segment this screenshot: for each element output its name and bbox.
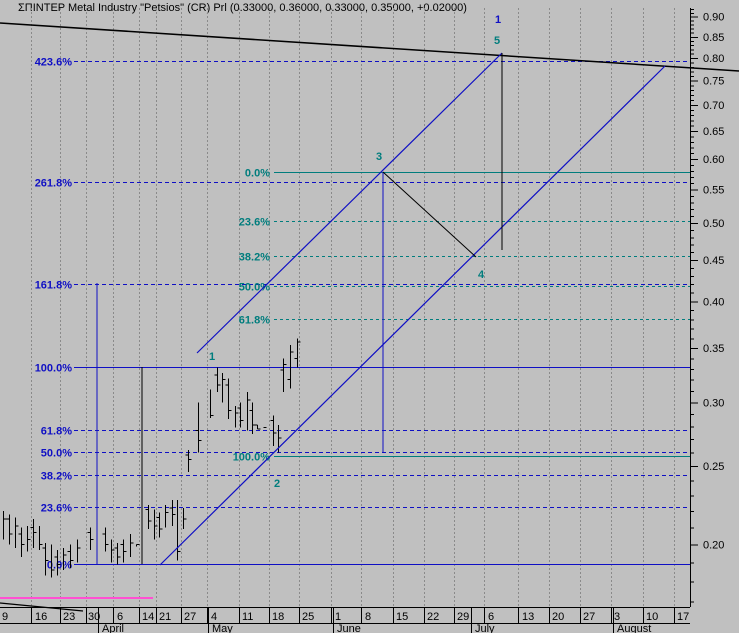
svg-text:17: 17 — [677, 611, 689, 623]
svg-text:10: 10 — [646, 611, 658, 623]
fib-teal-label: 38.2% — [239, 252, 270, 264]
wave-label-5: 5 — [494, 35, 500, 47]
resistance-trendline — [0, 22, 739, 72]
fib-blue-label: 161.8% — [35, 280, 73, 292]
svg-text:27: 27 — [184, 611, 196, 623]
svg-text:30: 30 — [88, 611, 100, 623]
fib-teal-label: 23.6% — [239, 217, 270, 229]
fib-teal: 0.0% 23.6% 38.2% 50.0% 61.8% 100.0% — [233, 168, 690, 464]
wave-label-4: 4 — [478, 269, 485, 281]
svg-text:0.80: 0.80 — [703, 53, 724, 65]
svg-text:0.40: 0.40 — [703, 296, 724, 308]
price-axis: 0.20 0.25 0.30 0.35 0.40 0.45 0.50 0.55 0.60 0.65… — [690, 8, 724, 607]
svg-text:13: 13 — [522, 611, 534, 623]
svg-text:16: 16 — [35, 611, 47, 623]
month-label: June — [337, 623, 361, 633]
svg-text:4: 4 — [211, 611, 217, 623]
wave-label-1: 1 — [209, 351, 215, 363]
svg-text:22: 22 — [427, 611, 439, 623]
svg-text:0.75: 0.75 — [703, 76, 724, 88]
svg-text:0.50: 0.50 — [703, 218, 724, 230]
svg-text:29: 29 — [457, 611, 469, 623]
fib-teal-label: 100.0% — [233, 452, 271, 464]
month-label: August — [617, 623, 651, 633]
date-axis: 9 16 23 30 6 14 21 27 4 11 18 25 1 8 15 22 29 6 13 20 27 3 10 1… — [0, 607, 690, 633]
fib-teal-label: 50.0% — [239, 282, 270, 294]
chart-title: ΣΠΙΝΤΕΡ Metal Industry "Petsios" (CR) Pr… — [18, 2, 467, 14]
fib-blue-label: 0.0% — [47, 560, 72, 572]
fib-teal-label: 0.0% — [245, 168, 270, 180]
channel-line-upper — [196, 52, 503, 354]
channel-line-lower — [159, 65, 666, 566]
wave-label-1: 1 — [495, 14, 501, 26]
svg-text:11: 11 — [242, 611, 253, 623]
svg-text:0.25: 0.25 — [703, 461, 724, 473]
week-gridlines — [31, 8, 675, 607]
svg-text:0.85: 0.85 — [703, 32, 724, 44]
fib-blue-label: 50.0% — [41, 448, 72, 460]
month-label: April — [102, 623, 124, 633]
month-label: May — [212, 623, 233, 633]
svg-text:1: 1 — [335, 611, 341, 623]
svg-text:0.70: 0.70 — [703, 100, 724, 112]
svg-text:14: 14 — [142, 611, 154, 623]
svg-text:0.20: 0.20 — [703, 540, 724, 552]
wave-label-2: 2 — [274, 478, 280, 490]
elliott-wave-labels: 1 5 1 2 3 4 — [209, 14, 501, 490]
svg-text:0.65: 0.65 — [703, 126, 724, 138]
fib-blue-label: 61.8% — [41, 426, 72, 438]
price-bars — [3, 338, 301, 578]
svg-text:0.60: 0.60 — [703, 154, 724, 166]
svg-text:20: 20 — [552, 611, 564, 623]
wave-label-3: 3 — [376, 151, 382, 163]
fib-blue-label: 38.2% — [41, 471, 72, 483]
svg-text:0.45: 0.45 — [703, 255, 724, 267]
svg-text:25: 25 — [302, 611, 314, 623]
svg-text:3: 3 — [614, 611, 620, 623]
svg-text:27: 27 — [583, 611, 595, 623]
svg-text:18: 18 — [272, 611, 284, 623]
svg-text:0.55: 0.55 — [703, 185, 724, 197]
month-label: July — [475, 623, 495, 633]
fib-teal-label: 61.8% — [239, 315, 270, 327]
svg-text:8: 8 — [365, 611, 371, 623]
svg-text:21: 21 — [159, 611, 171, 623]
fib-blue: 423.6%261.8%161.8%100.0%61.8%50.0%38.2%2… — [35, 57, 690, 572]
svg-text:0.35: 0.35 — [703, 343, 724, 355]
svg-text:6: 6 — [117, 611, 123, 623]
svg-text:0.30: 0.30 — [703, 397, 724, 409]
fib-blue-label: 261.8% — [35, 178, 73, 190]
fib-blue-label: 23.6% — [41, 503, 72, 515]
svg-text:6: 6 — [488, 611, 494, 623]
fib-blue-label: 423.6% — [35, 57, 73, 69]
svg-text:23: 23 — [63, 611, 75, 623]
fib-blue-label: 100.0% — [35, 363, 73, 375]
svg-text:15: 15 — [396, 611, 408, 623]
svg-text:9: 9 — [2, 611, 8, 623]
svg-text:0.90: 0.90 — [703, 12, 724, 24]
wave-3-4-line — [382, 171, 477, 258]
